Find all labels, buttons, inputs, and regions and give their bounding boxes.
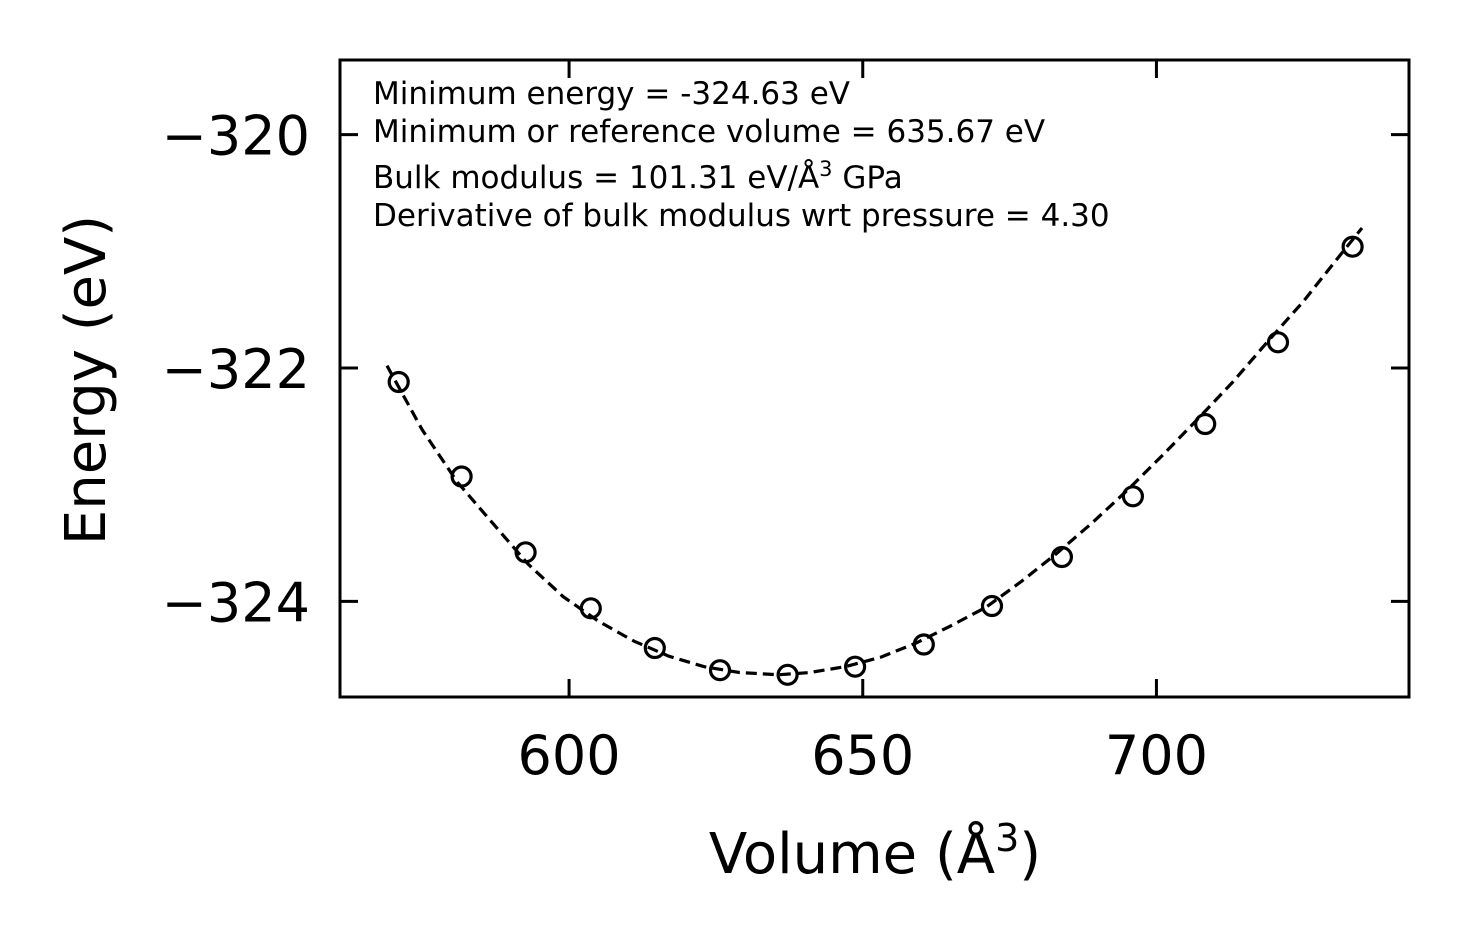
x-tick-label: 700: [1105, 724, 1208, 787]
data-point: [912, 633, 935, 656]
y-axis-label: Energy (eV): [54, 215, 119, 545]
x-axis-label-sup: 3: [995, 816, 1019, 860]
data-point: [708, 659, 732, 682]
fit-curve: [385, 226, 1364, 677]
data-point: [1266, 331, 1290, 354]
ticks-layer: [340, 60, 1409, 697]
x-axis-label-suffix: ): [1019, 822, 1041, 887]
data-point: [643, 636, 666, 660]
x-tick-label: 650: [811, 724, 914, 787]
annotation-bulk-modulus-sup: 3: [819, 157, 832, 181]
annotation-bulk-modulus-text: Bulk modulus = 101.31 eV/Å: [373, 160, 819, 196]
annotation-ref-volume: Minimum or reference volume = 635.67 eV: [373, 114, 1045, 150]
data-point: [1050, 545, 1074, 569]
y-tick-label: −320: [162, 105, 310, 168]
fit-annotations: Minimum energy = -324.63 eV Minimum or r…: [373, 76, 1110, 234]
annotation-bulk-modulus: Bulk modulus = 101.31 eV/Å3 GPa: [373, 157, 903, 196]
x-axis-label: Volume (Å3): [709, 816, 1041, 887]
data-point: [1341, 235, 1364, 258]
points-layer: [387, 235, 1364, 686]
x-tick-label: 600: [518, 724, 621, 787]
data-point: [514, 541, 537, 564]
data-point: [387, 370, 410, 394]
plot-area: [385, 226, 1364, 686]
annotation-min-energy: Minimum energy = -324.63 eV: [373, 76, 850, 112]
axes-frame: [338, 58, 1411, 699]
fit-layer: [385, 226, 1364, 677]
data-point: [1121, 485, 1145, 508]
data-point: [450, 465, 473, 488]
data-point: [776, 663, 799, 686]
data-point: [579, 597, 602, 620]
x-axis-label-text: Volume (Å: [709, 821, 995, 887]
data-point: [980, 594, 1004, 618]
annotation-bulk-modulus-suffix: GPa: [833, 160, 903, 196]
y-tick-label: −324: [162, 571, 310, 634]
y-tick-label: −322: [162, 338, 310, 401]
annotation-bulk-derivative: Derivative of bulk modulus wrt pressure …: [373, 198, 1110, 234]
data-point: [1194, 412, 1217, 436]
data-point: [843, 655, 867, 678]
tick-labels: 600 650 700 −320 −322 −324: [162, 105, 1208, 787]
